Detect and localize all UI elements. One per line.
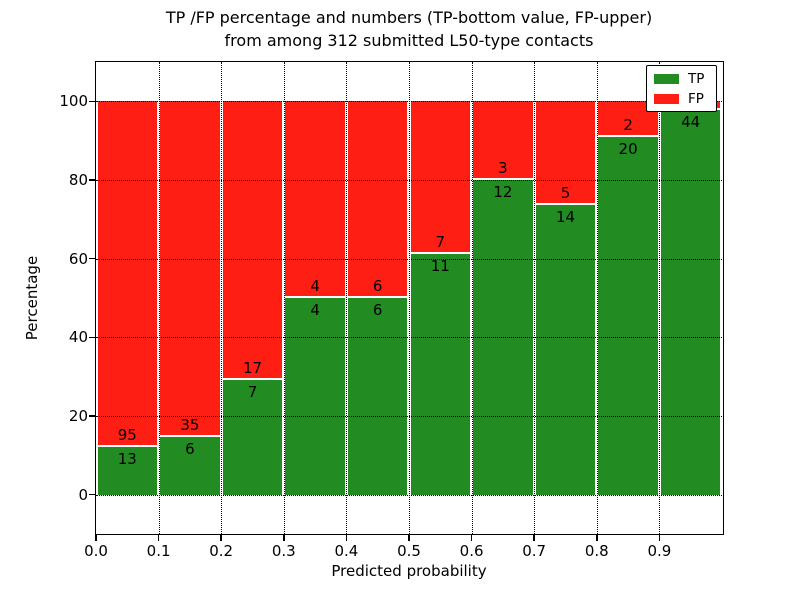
bar-fp-segment: [97, 101, 158, 446]
x-tick-label: 0.0: [84, 542, 108, 560]
x-tick-label: 0.8: [584, 542, 609, 560]
bar-tp-count-label: 6: [372, 301, 383, 319]
bar-tp-count-label: 20: [618, 140, 638, 159]
x-tick-mark: [157, 534, 160, 541]
y-tick-mark: [89, 336, 96, 339]
bar-tp-count-label: 7: [247, 382, 258, 401]
bar-tp-segment: [660, 110, 721, 495]
bar-tp-segment: [222, 379, 283, 495]
bar-tp-count-label: 14: [555, 207, 576, 226]
bar-fp-count-label: 4: [310, 277, 320, 295]
bar-fp-segment: [410, 101, 471, 253]
y-tick-label: 40: [68, 328, 88, 347]
x-tick-mark: [596, 534, 598, 541]
x-tick-label: 0.5: [397, 542, 421, 560]
x-tick-label: 0.9: [647, 542, 672, 560]
x-tick-label: 0.2: [209, 542, 234, 560]
bar-tp-count-label: 13: [117, 450, 137, 469]
bar-fp-segment: [285, 101, 345, 296]
bar-fp-count-label: 7: [435, 233, 446, 252]
x-tick-label: 0.3: [271, 542, 296, 560]
y-tick-mark: [89, 100, 96, 103]
bar-fp-count-label: 95: [117, 426, 137, 445]
y-tick-mark: [89, 257, 96, 260]
y-tick-label: 60: [68, 249, 88, 268]
y-tick-mark: [89, 179, 96, 181]
legend: TP FP: [646, 65, 717, 112]
chart-title-line1: TP /FP percentage and numbers (TP-bottom…: [165, 8, 653, 27]
x-tick-label: 0.7: [522, 542, 547, 560]
bar-tp-count-label: 44: [681, 113, 701, 132]
legend-swatch-tp: [654, 74, 679, 84]
bar-tp-count-label: 11: [430, 257, 450, 276]
x-tick-label: 0.6: [459, 542, 484, 560]
x-tick-mark: [283, 534, 285, 541]
chart-title: TP /FP percentage and numbers (TP-bottom…: [96, 6, 722, 52]
y-tick-label: 80: [68, 171, 88, 189]
bar-tp-count-label: 6: [185, 440, 195, 459]
bar-fp-segment: [160, 101, 220, 436]
bar-fp-count-label: 6: [372, 277, 383, 295]
bar-fp-segment: [473, 101, 533, 178]
legend-label-tp: TP: [688, 71, 705, 87]
bar-tp-count-label: 12: [493, 183, 513, 201]
bar-tp-segment: [97, 447, 158, 495]
bar-fp-count-label: 2: [623, 116, 633, 135]
legend-label-fp: FP: [688, 91, 704, 107]
bar-tp-segment: [285, 298, 345, 495]
bar-tp-segment: [410, 254, 471, 495]
y-tick-label: 20: [68, 407, 88, 425]
bar-fp-segment: [347, 101, 408, 296]
bar-tp-segment: [160, 437, 220, 495]
x-tick-label: 0.4: [334, 542, 359, 560]
y-tick-label: 100: [59, 92, 88, 111]
legend-swatch-fp: [654, 94, 679, 104]
y-tick-mark: [89, 415, 96, 417]
x-tick-label: 0.1: [146, 542, 171, 560]
bar-tp-segment: [535, 204, 596, 495]
bar-fp-count-label: 17: [242, 358, 263, 377]
chart-title-line2: from among 312 submitted L50-type contac…: [224, 31, 594, 50]
bar-tp-segment: [473, 180, 533, 495]
bar-tp-segment: [598, 137, 658, 495]
bar-fp-count-label: 3: [498, 159, 508, 177]
x-tick-mark: [220, 534, 222, 541]
x-tick-mark: [408, 534, 410, 541]
bar-tp-segment: [347, 298, 408, 495]
legend-entry-tp: TP: [654, 69, 716, 89]
bar-tp-count-label: 4: [310, 301, 320, 319]
y-tick-label: 0: [78, 485, 88, 504]
y-tick-mark: [89, 493, 96, 496]
x-tick-mark: [470, 534, 473, 541]
bar-fp-count-label: 35: [180, 416, 200, 435]
bar-fp-segment: [535, 101, 596, 203]
x-tick-mark: [95, 534, 97, 541]
grid-line-horizontal: [96, 494, 722, 496]
x-tick-mark: [533, 534, 535, 541]
x-tick-mark: [658, 534, 661, 541]
y-axis-label: Percentage: [23, 255, 41, 341]
x-tick-mark: [345, 534, 348, 541]
legend-entry-fp: FP: [654, 89, 716, 109]
bar-fp-count-label: 5: [560, 183, 571, 202]
x-axis-label: Predicted probability: [331, 562, 487, 580]
bar-fp-segment: [222, 101, 283, 378]
